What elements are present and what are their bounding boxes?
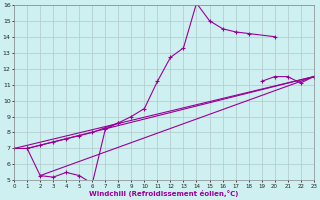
X-axis label: Windchill (Refroidissement éolien,°C): Windchill (Refroidissement éolien,°C)	[89, 190, 239, 197]
